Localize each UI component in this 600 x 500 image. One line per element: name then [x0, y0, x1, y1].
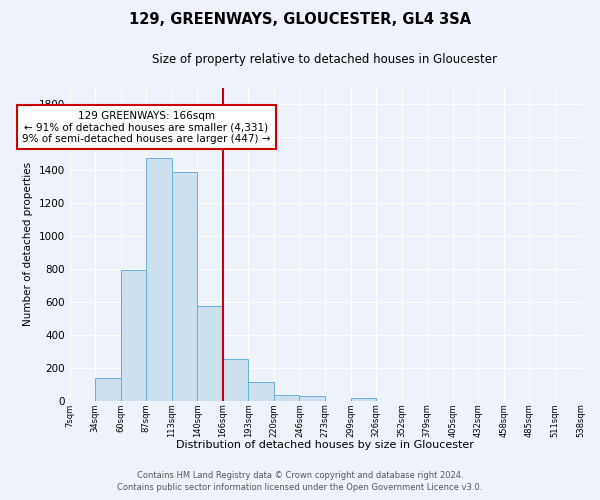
Text: Contains HM Land Registry data © Crown copyright and database right 2024.
Contai: Contains HM Land Registry data © Crown c… — [118, 471, 482, 492]
Bar — [172, 172, 197, 400]
X-axis label: Distribution of detached houses by size in Gloucester: Distribution of detached houses by size … — [176, 440, 474, 450]
Bar — [299, 396, 325, 400]
Title: Size of property relative to detached houses in Gloucester: Size of property relative to detached ho… — [152, 52, 497, 66]
Bar — [121, 270, 146, 400]
Bar — [223, 360, 248, 401]
Bar — [274, 395, 299, 400]
Y-axis label: Number of detached properties: Number of detached properties — [23, 162, 33, 326]
Text: 129 GREENWAYS: 166sqm
← 91% of detached houses are smaller (4,331)
9% of semi-de: 129 GREENWAYS: 166sqm ← 91% of detached … — [22, 110, 271, 144]
Bar — [197, 306, 223, 400]
Bar — [146, 158, 172, 400]
Bar — [350, 398, 376, 400]
Bar — [95, 378, 121, 400]
Text: 129, GREENWAYS, GLOUCESTER, GL4 3SA: 129, GREENWAYS, GLOUCESTER, GL4 3SA — [129, 12, 471, 28]
Bar — [248, 382, 274, 400]
